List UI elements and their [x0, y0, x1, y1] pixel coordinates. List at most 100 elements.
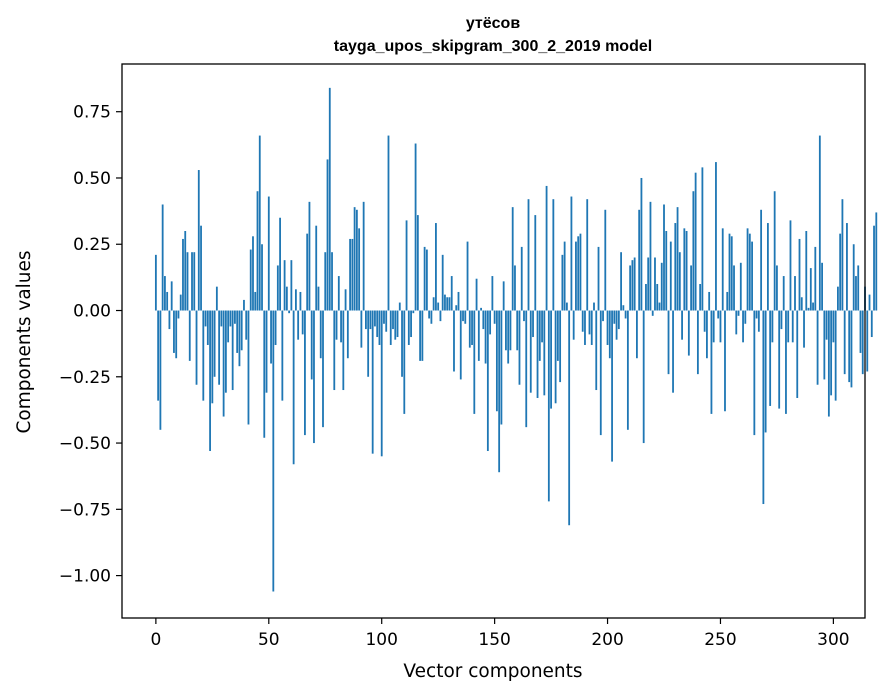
bar — [712, 310, 715, 343]
bar — [416, 215, 419, 311]
bar — [805, 231, 808, 311]
bar — [706, 310, 708, 359]
bar — [389, 310, 392, 345]
bar — [701, 167, 704, 311]
x-axis: 0 50 100 150 200 250 300 — [150, 618, 850, 650]
bar — [812, 302, 814, 311]
bar — [335, 310, 338, 340]
bar — [832, 310, 835, 343]
bar — [396, 310, 399, 338]
bar — [446, 297, 449, 311]
bar — [852, 244, 855, 311]
bar — [823, 310, 826, 380]
bar — [173, 310, 175, 353]
bar — [186, 252, 189, 311]
bar — [267, 196, 270, 311]
bar — [604, 209, 607, 311]
bar — [331, 252, 333, 311]
bar — [545, 185, 548, 311]
x-tick-label: 300 — [817, 630, 849, 650]
bar — [868, 294, 871, 311]
bar — [333, 310, 336, 391]
bar — [355, 209, 358, 311]
bar — [265, 310, 268, 393]
bar — [593, 302, 595, 311]
bar — [672, 310, 674, 393]
bar — [369, 310, 372, 330]
bar — [873, 225, 875, 311]
bar — [281, 310, 284, 401]
bar — [421, 310, 424, 361]
bar — [412, 310, 415, 314]
bar — [746, 228, 749, 311]
bar — [371, 310, 374, 454]
bar — [615, 310, 618, 340]
bar — [392, 310, 394, 330]
bar — [308, 201, 311, 311]
bar — [755, 310, 758, 319]
bar — [561, 254, 564, 311]
bar — [380, 310, 383, 457]
bar — [787, 310, 790, 343]
bar — [353, 207, 356, 311]
bar — [493, 310, 496, 324]
bar — [459, 310, 462, 380]
bar — [606, 310, 609, 345]
bar — [340, 310, 342, 343]
bar — [482, 310, 485, 330]
bar — [495, 310, 498, 412]
bar — [690, 265, 693, 311]
bar — [663, 204, 665, 311]
chart-subtitle: tayga_upos_skipgram_300_2_2019 model — [334, 38, 652, 55]
bar — [599, 310, 602, 436]
bar — [362, 201, 365, 311]
bar — [168, 310, 171, 330]
bar — [739, 262, 742, 311]
bar — [500, 310, 503, 425]
bar — [837, 286, 839, 311]
bar — [527, 199, 530, 311]
bar — [584, 310, 586, 345]
bar — [748, 233, 751, 311]
bar — [204, 310, 207, 327]
bar — [642, 310, 645, 444]
bar — [220, 310, 223, 327]
bar — [776, 265, 778, 311]
bar — [757, 310, 760, 332]
bar — [455, 305, 458, 311]
bar — [575, 241, 577, 311]
bar — [520, 246, 523, 311]
bar — [407, 310, 410, 345]
bar — [581, 310, 584, 332]
bar — [870, 310, 873, 338]
bar — [491, 276, 494, 311]
bar — [304, 310, 306, 436]
bar — [428, 310, 431, 319]
bar — [665, 231, 668, 311]
bar — [206, 310, 209, 345]
bar — [773, 191, 776, 311]
x-tick-label: 50 — [258, 630, 280, 650]
bar — [297, 310, 300, 340]
bar — [197, 170, 200, 311]
bar — [346, 310, 349, 359]
bar — [568, 310, 571, 526]
bar — [358, 228, 361, 311]
bar — [227, 310, 230, 343]
bar — [715, 162, 717, 311]
bar — [834, 310, 837, 401]
bar — [626, 310, 629, 430]
bar — [484, 310, 487, 364]
bar — [818, 135, 821, 311]
bar — [489, 310, 492, 335]
bar — [324, 252, 327, 311]
bar — [850, 310, 853, 388]
bar — [669, 241, 672, 311]
bar — [699, 284, 702, 311]
bar — [234, 310, 236, 324]
bar — [645, 284, 647, 311]
bar — [547, 310, 550, 502]
bar — [803, 310, 805, 348]
bar — [367, 310, 370, 377]
bar — [622, 305, 625, 311]
